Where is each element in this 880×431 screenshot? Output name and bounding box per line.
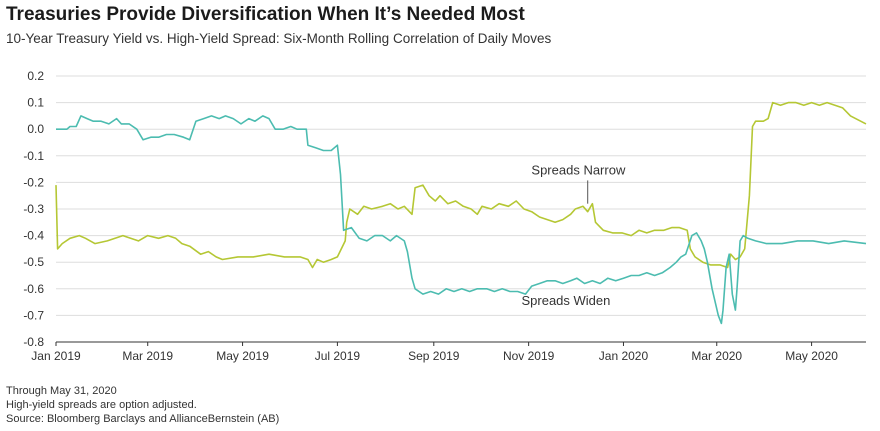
x-tick-label: Mar 2019: [122, 349, 173, 363]
note-option-adjusted: High-yield spreads are option adjusted.: [6, 399, 197, 411]
y-tick-label: -0.3: [23, 202, 44, 216]
x-tick-label: Sep 2019: [408, 349, 460, 363]
x-tick-label: Jan 2019: [31, 349, 81, 363]
chart-notes: Through May 31, 2020 High-yield spreads …: [6, 384, 279, 426]
x-tick-label: May 2020: [785, 349, 838, 363]
chart-title: Treasuries Provide Diversification When …: [6, 4, 525, 25]
y-tick-label: -0.2: [23, 175, 44, 189]
x-tick-label: Jul 2019: [315, 349, 361, 363]
y-tick-label: -0.4: [23, 229, 44, 243]
x-tick-label: Jan 2020: [599, 349, 649, 363]
note-source: Source: Bloomberg Barclays and AllianceB…: [6, 413, 280, 425]
chart-subtitle: 10-Year Treasury Yield vs. High-Yield Sp…: [6, 31, 552, 46]
annotation-spreads-widen: Spreads Widen: [521, 293, 610, 308]
note-through-date: Through May 31, 2020: [6, 385, 117, 397]
y-tick-label: 0.1: [27, 96, 44, 110]
line-chart: 0.2 0.1 0.0 -0.1 -0.2 -0.3 -0.4 -0.5 -0.6 -0.7 -0.…: [23, 69, 867, 363]
y-tick-label: -0.8: [23, 335, 44, 349]
y-tick-label: -0.7: [23, 308, 44, 322]
y-tick-label: 0.0: [27, 122, 44, 136]
x-tick-label: May 2019: [216, 349, 269, 363]
y-tick-label: -0.1: [23, 149, 44, 163]
spreads-widen-line: [56, 115, 867, 325]
y-tick-label: 0.2: [27, 69, 44, 83]
x-tick-label: Mar 2020: [691, 349, 742, 363]
y-tick-label: -0.6: [23, 282, 44, 296]
spreads-narrow-line: [55, 101, 867, 269]
y-tick-label: -0.5: [23, 255, 44, 269]
annotation-spreads-narrow: Spreads Narrow: [531, 162, 626, 177]
x-tick-label: Nov 2019: [503, 349, 555, 363]
